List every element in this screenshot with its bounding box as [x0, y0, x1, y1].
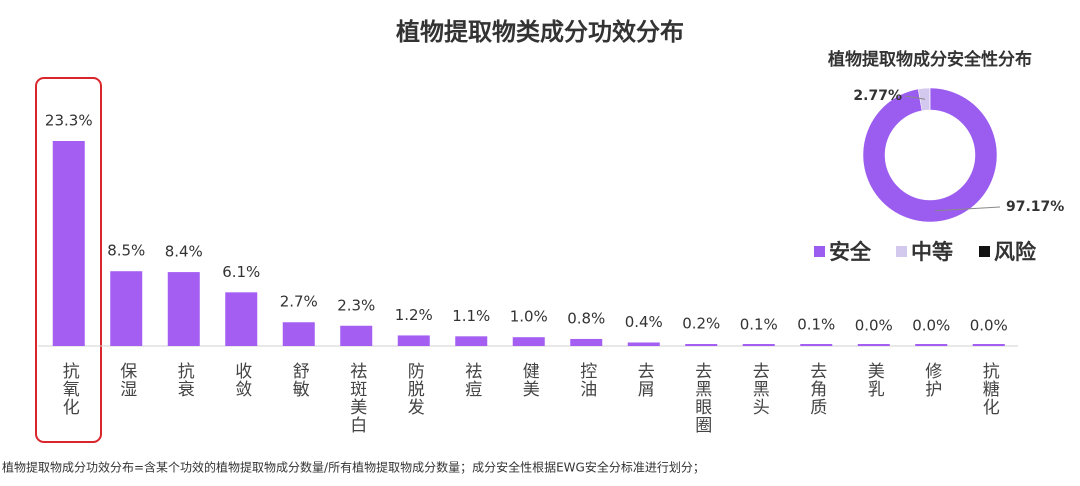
value-label: 0.0% [855, 317, 893, 335]
legend-label: 风险 [994, 240, 1037, 264]
donut-title: 植物提取物成分安全性分布 [828, 49, 1032, 70]
x-tick-label: 控油 [576, 362, 597, 398]
donut-slice [862, 87, 998, 223]
footnote: 植物提取物成分功效分布=含某个功效的植物提取物成分数量/所有植物提取物成分数量；… [2, 460, 705, 475]
legend-label: 安全 [829, 240, 872, 264]
bar [512, 337, 545, 346]
value-label: 1.1% [452, 307, 490, 325]
value-label: 1.0% [510, 308, 548, 326]
bar [52, 141, 85, 346]
legend-swatch [896, 246, 907, 257]
leader-line [904, 95, 926, 100]
highlight-box [35, 77, 102, 443]
value-label: 23.3% [45, 112, 93, 130]
bar [685, 344, 718, 346]
value-label: 8.5% [107, 242, 145, 260]
x-tick-label: 收敛 [231, 362, 252, 398]
value-label: 0.2% [682, 315, 720, 333]
x-tick-label: 修护 [921, 362, 942, 398]
value-label: 2.77% [853, 88, 902, 104]
x-tick-label: 抗氧化 [59, 362, 80, 416]
bar [972, 344, 1005, 346]
x-tick-label: 去黑眼圈 [691, 362, 712, 434]
legend-label: 中等 [911, 240, 953, 264]
value-label: 1.2% [395, 306, 433, 324]
bar [857, 344, 890, 346]
value-label: 0.8% [567, 309, 605, 327]
value-label: 8.4% [165, 243, 203, 261]
x-tick-label: 抗衰 [174, 362, 195, 398]
value-label: 2.3% [337, 296, 375, 314]
bar [397, 335, 430, 346]
x-tick-label: 美乳 [864, 362, 885, 398]
bar [167, 272, 200, 346]
bar [915, 344, 948, 346]
x-tick-label: 舒敏 [289, 362, 310, 398]
bar [800, 344, 833, 346]
value-label: 0.4% [625, 313, 663, 331]
x-tick-label: 祛痘 [461, 362, 482, 398]
value-label: 0.1% [797, 316, 835, 334]
value-label: 0.0% [912, 317, 950, 335]
legend-swatch [979, 246, 990, 257]
x-tick-label: 去黑头 [749, 362, 770, 416]
bar [742, 344, 775, 346]
x-tick-label: 去角质 [806, 362, 827, 416]
legend-swatch [814, 246, 825, 257]
bar [282, 322, 315, 346]
bar [455, 336, 488, 346]
bar [225, 292, 258, 346]
value-label: 2.7% [280, 293, 318, 311]
bar [340, 325, 373, 346]
x-tick-label: 健美 [519, 362, 540, 398]
x-tick-label: 防脱发 [404, 362, 425, 416]
value-label: 97.17% [1006, 199, 1064, 215]
chart-title: 植物提取物类成分功效分布 [396, 18, 684, 46]
x-tick-label: 保湿 [116, 362, 137, 398]
bar [570, 338, 603, 346]
x-tick-label: 祛斑美白 [346, 362, 367, 434]
x-tick-label: 去屑 [634, 362, 655, 398]
value-label: 6.1% [222, 263, 260, 281]
bar [627, 342, 660, 346]
bar [110, 271, 143, 346]
leader-line [934, 206, 1001, 212]
x-tick-label: 抗糖化 [979, 362, 1000, 416]
value-label: 0.1% [740, 316, 778, 334]
value-label: 0.0% [970, 317, 1008, 335]
